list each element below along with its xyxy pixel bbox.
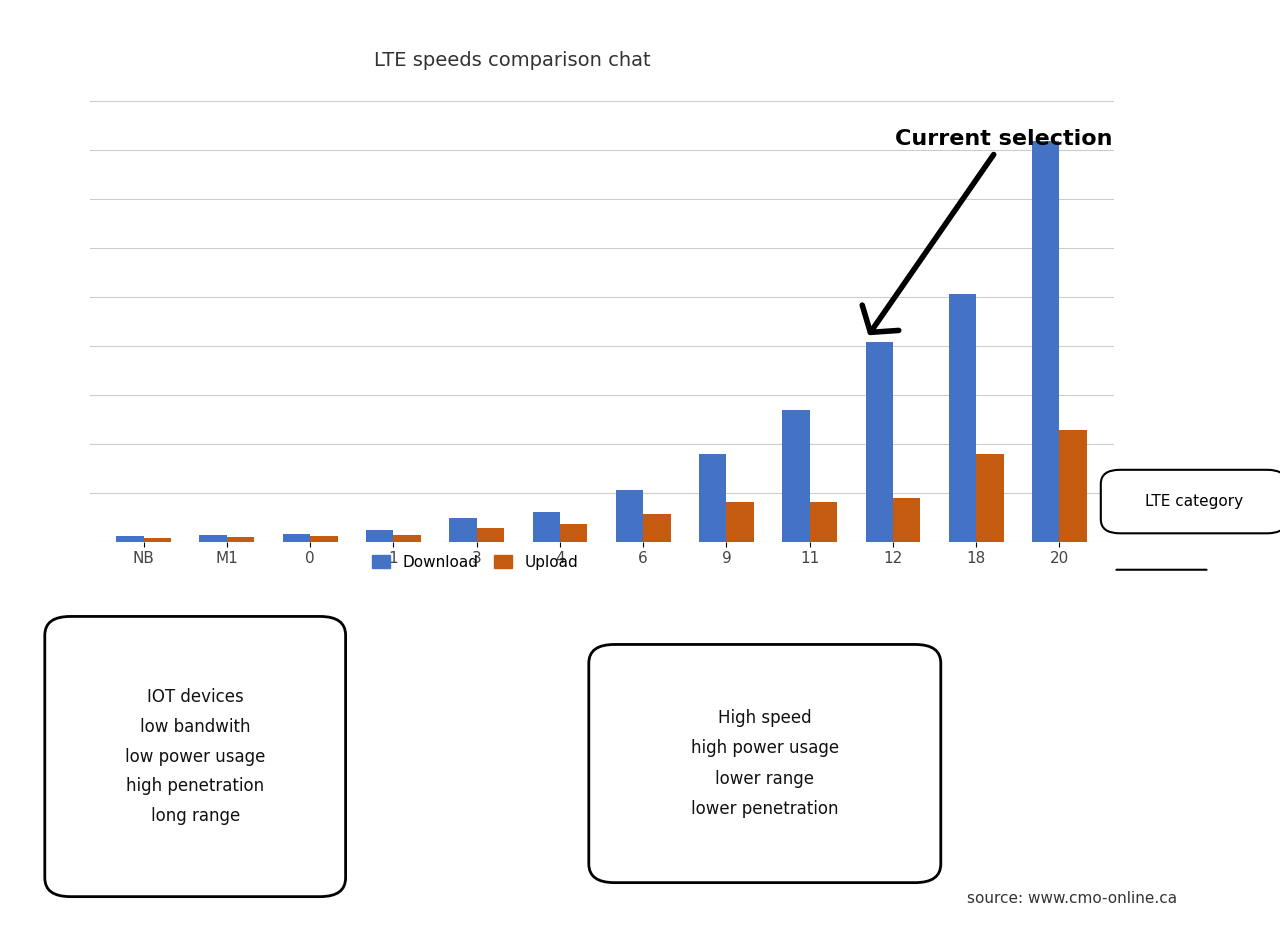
- Bar: [1060, 430, 1087, 542]
- Bar: [699, 454, 727, 542]
- Bar: [865, 342, 893, 542]
- Bar: [977, 454, 1004, 542]
- Bar: [616, 489, 644, 542]
- Bar: [532, 512, 559, 542]
- Bar: [476, 528, 504, 542]
- Legend: Download, Upload: Download, Upload: [366, 549, 585, 576]
- Bar: [200, 534, 227, 542]
- Bar: [948, 293, 977, 542]
- Text: High speed
high power usage
lower range
lower penetration: High speed high power usage lower range …: [691, 709, 838, 818]
- Bar: [810, 502, 837, 542]
- Bar: [283, 533, 310, 542]
- Bar: [559, 524, 588, 542]
- Bar: [366, 530, 393, 542]
- Text: Current selection: Current selection: [863, 130, 1112, 333]
- Bar: [310, 536, 338, 542]
- Bar: [143, 538, 172, 542]
- Text: source: www.cmo-online.ca: source: www.cmo-online.ca: [968, 891, 1178, 906]
- Bar: [227, 537, 255, 542]
- Bar: [727, 502, 754, 542]
- Bar: [893, 498, 920, 542]
- Bar: [393, 534, 421, 542]
- Bar: [782, 410, 810, 542]
- Bar: [644, 514, 671, 542]
- Text: LTE speeds comparison chat: LTE speeds comparison chat: [374, 51, 650, 70]
- Bar: [1032, 141, 1060, 542]
- Bar: [116, 536, 143, 542]
- Bar: [449, 517, 476, 542]
- Text: LTE category: LTE category: [1144, 494, 1243, 509]
- Text: IOT devices
low bandwith
low power usage
high penetration
long range: IOT devices low bandwith low power usage…: [125, 687, 265, 826]
